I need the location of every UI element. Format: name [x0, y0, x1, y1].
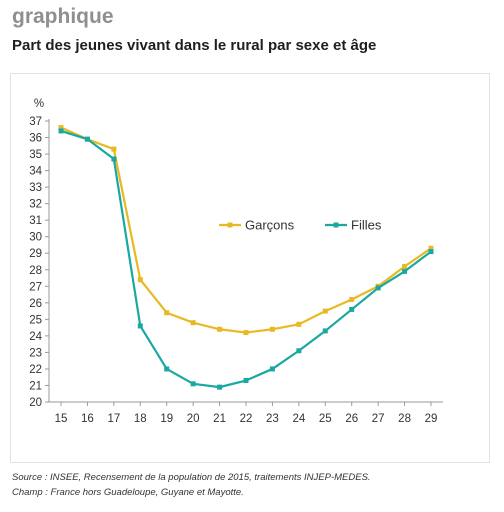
x-tick-label: 20 — [187, 413, 200, 425]
data-point — [111, 146, 117, 152]
x-tick-label: 16 — [81, 413, 94, 425]
data-point — [137, 277, 143, 283]
series-line-filles — [60, 129, 432, 389]
x-tick-label: 26 — [345, 413, 358, 425]
y-tick-label: 36 — [29, 133, 42, 145]
y-axis-unit: % — [34, 98, 44, 110]
x-tick-label: 29 — [425, 413, 438, 425]
y-tick-label: 28 — [29, 265, 42, 277]
data-point — [164, 310, 170, 316]
chart-container: % 20 21 22 23 24 25 26 27 28 29 30 31 32 33 34 35 36 37 15 1… — [10, 73, 490, 463]
y-tick-label: 25 — [29, 314, 42, 326]
chart-axes: % 20 21 22 23 24 25 26 27 28 29 30 31 32 33 34 35 36 37 15 1… — [29, 98, 443, 425]
legend-label-filles: Filles — [351, 218, 382, 233]
chart-legend: Garçons Filles — [219, 218, 382, 233]
data-point — [269, 326, 275, 332]
y-tick-label: 32 — [29, 199, 42, 211]
x-tick-label: 21 — [213, 413, 226, 425]
data-point — [402, 263, 408, 269]
data-point — [58, 128, 64, 134]
x-tick-label: 24 — [292, 413, 305, 425]
data-point — [217, 326, 223, 332]
data-point — [164, 366, 170, 372]
x-tick-label: 22 — [240, 413, 253, 425]
data-point — [375, 285, 381, 291]
data-point — [111, 156, 117, 162]
x-tick-label: 23 — [266, 413, 279, 425]
data-point — [296, 321, 302, 327]
data-point — [428, 249, 434, 255]
x-tick-label: 15 — [55, 413, 68, 425]
y-tick-label: 33 — [29, 182, 42, 194]
data-point — [84, 136, 90, 142]
y-tick-label: 27 — [29, 281, 42, 293]
line-chart: % 20 21 22 23 24 25 26 27 28 29 30 31 32 33 34 35 36 37 15 1… — [29, 98, 443, 425]
source-note: Source : INSEE, Recensement de la popula… — [12, 472, 371, 483]
data-point — [243, 330, 249, 336]
y-tick-label: 24 — [29, 331, 42, 343]
data-point — [349, 297, 355, 303]
x-tick-label: 18 — [134, 413, 147, 425]
y-tick-label: 23 — [29, 347, 42, 359]
data-point — [349, 306, 355, 312]
x-tick-label: 28 — [398, 413, 411, 425]
data-point — [58, 125, 64, 131]
x-tick-label: 17 — [107, 413, 120, 425]
scope-note: Champ : France hors Guadeloupe, Guyane e… — [12, 487, 244, 498]
y-tick-label: 31 — [29, 215, 42, 227]
y-tick-label: 20 — [29, 397, 42, 409]
y-tick-label: 26 — [29, 298, 42, 310]
data-point — [322, 308, 328, 314]
legend-marker — [333, 222, 339, 228]
chart-title: Part des jeunes vivant dans le rural par… — [12, 37, 377, 54]
page-heading: graphique — [12, 5, 114, 28]
y-tick-label: 35 — [29, 149, 42, 161]
data-point — [402, 268, 408, 274]
x-tick-label: 27 — [372, 413, 385, 425]
legend-label-garcons: Garçons — [245, 218, 295, 233]
data-point — [190, 320, 196, 326]
y-tick-label: 37 — [29, 116, 42, 128]
data-point — [137, 323, 143, 329]
y-tick-label: 22 — [29, 364, 42, 376]
data-point — [296, 348, 302, 354]
chart-series — [58, 125, 434, 390]
data-point — [322, 328, 328, 334]
y-tick-label: 21 — [29, 380, 42, 392]
y-tick-label: 34 — [29, 166, 42, 178]
y-tick-label: 29 — [29, 248, 42, 260]
data-point — [243, 378, 249, 384]
data-point — [190, 381, 196, 387]
x-tick-label: 25 — [319, 413, 332, 425]
x-tick-label: 19 — [160, 413, 173, 425]
legend-marker — [227, 222, 233, 228]
data-point — [217, 384, 223, 390]
data-point — [269, 366, 275, 372]
data-point — [428, 245, 434, 251]
y-tick-label: 30 — [29, 232, 42, 244]
